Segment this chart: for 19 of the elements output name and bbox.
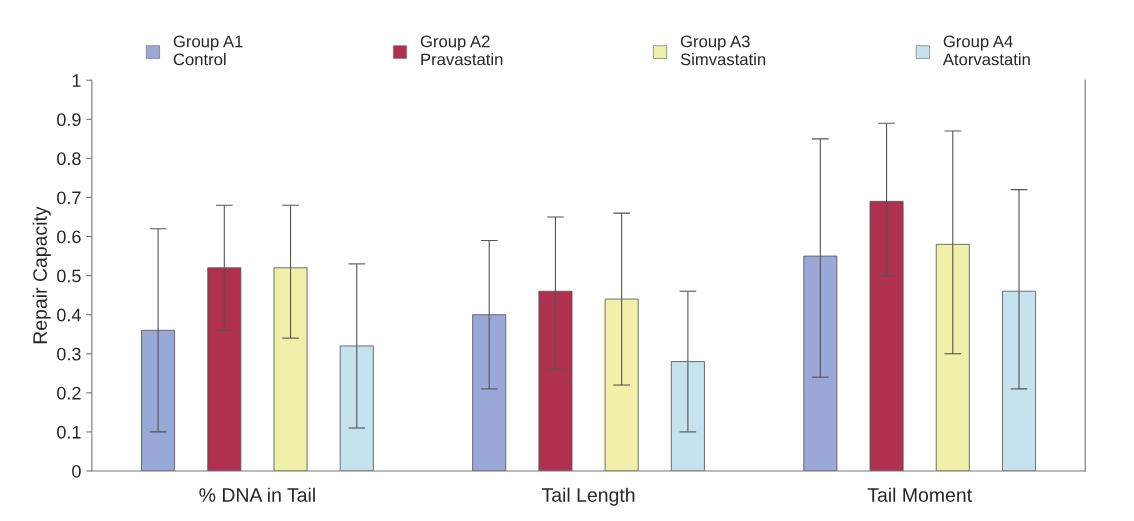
y-tick-label: 0.8 — [57, 152, 81, 166]
y-tick-label: 0.1 — [57, 425, 81, 439]
x-tick-label: Tail Moment — [867, 487, 972, 502]
y-tick-label: 0.4 — [57, 308, 81, 322]
y-axis-title: Repair Capacity — [32, 206, 51, 344]
y-tick-label: 0.9 — [57, 113, 81, 127]
y-tick-label: 0 — [72, 464, 81, 478]
legend-label: Group A3 Simvastatin — [680, 35, 766, 66]
x-tick-label: Tail Length — [541, 487, 635, 506]
legend-label: Group A4 Atorvastatin — [942, 35, 1030, 66]
legend-label: Group A1 Control — [173, 35, 243, 66]
y-tick-label: 0.3 — [57, 347, 81, 361]
legend-label: Group A2 Pravastatin — [420, 35, 503, 66]
y-tick-label: 0.6 — [57, 230, 81, 244]
y-tick-label: 1 — [72, 74, 81, 87]
y-tick-label: 0.2 — [57, 386, 81, 400]
y-tick-label: 0.5 — [57, 269, 81, 283]
x-tick-label: % DNA in Tail — [199, 487, 315, 502]
y-tick-label: 0.7 — [57, 191, 81, 205]
